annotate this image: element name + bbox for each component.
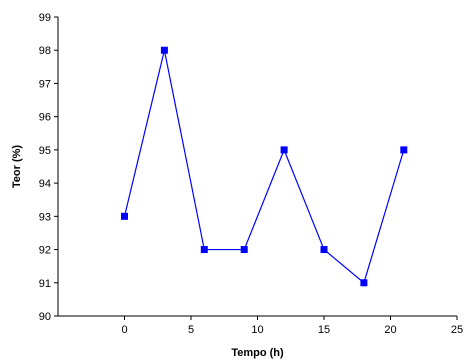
y-tick-label: 98 (39, 45, 51, 57)
y-tick-label: 94 (39, 178, 51, 190)
series-layer (121, 46, 408, 287)
y-tick-label: 93 (39, 211, 51, 223)
y-tick-label: 95 (39, 145, 51, 157)
x-tick-label: 20 (384, 324, 396, 336)
x-ticks: 0 5 10 15 20 25 (121, 316, 463, 336)
x-tick-label: 5 (188, 324, 194, 336)
y-tick-label: 92 (39, 245, 51, 257)
series-line (123, 50, 405, 284)
x-axis-title: Tempo (h) (231, 347, 284, 359)
data-point-marker (280, 146, 288, 154)
axes (57, 17, 457, 317)
data-point-marker (400, 146, 408, 154)
y-tick-label: 96 (39, 112, 51, 124)
data-point-marker (200, 246, 208, 254)
x-tick-label: 25 (451, 324, 463, 336)
y-ticks: 90 91 92 93 94 95 96 97 98 99 (39, 12, 58, 323)
data-point-marker (360, 279, 368, 287)
y-tick-label: 90 (39, 311, 51, 323)
y-axis-title: Teor (%) (11, 145, 23, 189)
x-tick-label: 10 (251, 324, 263, 336)
data-point-marker (121, 212, 128, 220)
data-point-marker (240, 246, 248, 254)
data-point-marker (320, 246, 328, 254)
x-tick-label: 15 (318, 324, 330, 336)
y-tick-label: 97 (39, 78, 51, 90)
y-tick-label: 99 (39, 12, 51, 24)
x-tick-label: 0 (121, 324, 127, 336)
y-tick-label: 91 (39, 278, 51, 290)
data-point-marker (160, 46, 168, 54)
